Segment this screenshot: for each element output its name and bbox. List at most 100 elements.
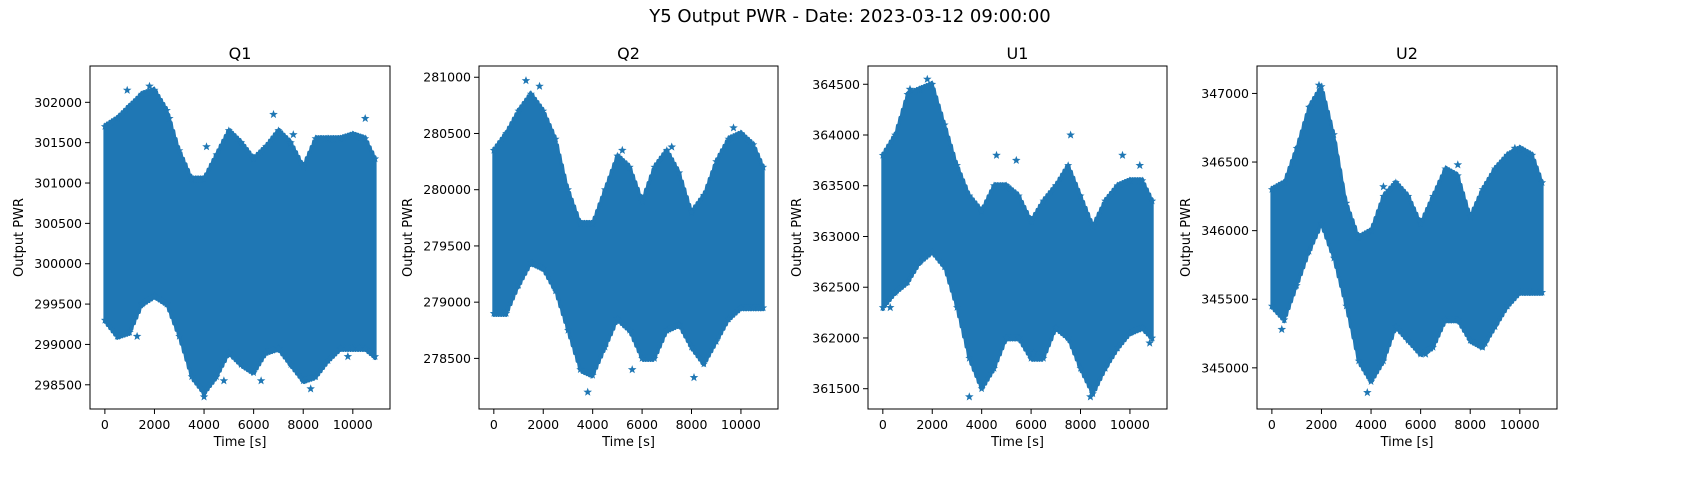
data-point (1342, 301, 1351, 310)
scatter-series (1267, 80, 1547, 397)
x-tick-label: 2000 (139, 417, 171, 432)
y-tick-label: 299500 (34, 297, 82, 312)
x-tick-label: 8000 (1454, 417, 1486, 432)
data-point (1329, 130, 1338, 138)
data-point (1305, 103, 1314, 111)
data-point-outlier (583, 387, 592, 396)
data-point (526, 258, 535, 267)
data-point (1076, 191, 1085, 200)
data-point (953, 161, 961, 169)
data-point (138, 299, 147, 308)
data-point-outlier (145, 81, 154, 90)
y-tick-label: 361500 (812, 381, 860, 396)
data-point (712, 157, 721, 165)
data-point (576, 365, 585, 373)
data-point (759, 303, 768, 312)
data-point-outlier (360, 114, 370, 123)
data-point (1478, 185, 1487, 193)
data-point (675, 320, 684, 329)
data-point (638, 196, 647, 205)
data-point (1027, 217, 1036, 225)
x-tick-label: 0 (1268, 417, 1276, 432)
data-point (1113, 343, 1122, 352)
data-point (1515, 288, 1524, 296)
data-point (100, 122, 109, 130)
data-point-outlier (905, 84, 915, 93)
data-point (539, 264, 548, 272)
data-point (200, 174, 208, 183)
data-point (1125, 176, 1134, 185)
subplot-q2: 0 2000 4000 6000 8000 10000 278500 279000 279500… (401, 44, 779, 450)
data-point-outlier (1135, 160, 1145, 170)
x-tick-label: 10000 (721, 417, 761, 432)
data-point (1088, 222, 1097, 230)
data-point-outlier (1118, 150, 1127, 159)
data-point (1466, 336, 1475, 344)
data-point (361, 344, 370, 352)
data-point (564, 185, 572, 194)
data-point (237, 360, 246, 368)
data-point (977, 206, 986, 215)
data-point (348, 130, 357, 138)
data-point-outlier (965, 392, 974, 401)
data-point-outlier (1421, 349, 1430, 358)
plot-frame (867, 65, 1168, 410)
data-point (324, 134, 332, 142)
data-point (891, 130, 900, 139)
figure-title: Y5 Output PWR - Date: 2023-03-12 09:00:0… (649, 6, 1051, 27)
data-point (613, 314, 622, 323)
data-point (1342, 199, 1351, 207)
data-point (125, 328, 134, 336)
data-point (1101, 196, 1110, 205)
data-point (1138, 176, 1147, 185)
subplot-title: Q1 (229, 44, 252, 63)
y-tick-label: 364500 (812, 77, 860, 92)
subplot-title: Q2 (617, 44, 640, 63)
data-point (371, 352, 380, 360)
data-point (1491, 164, 1499, 173)
y-tick-label: 278500 (423, 351, 471, 366)
data-point-outlier (1363, 388, 1372, 397)
data-point-outlier (1510, 143, 1520, 152)
data-point (990, 364, 998, 372)
data-point (1305, 247, 1314, 255)
data-point (1002, 181, 1011, 190)
data-point-outlier (256, 376, 266, 385)
data-point (1491, 322, 1499, 331)
data-point (551, 286, 560, 295)
data-point (489, 309, 498, 317)
data-point (187, 174, 196, 183)
data-point (1039, 196, 1048, 205)
data-point (576, 219, 585, 227)
y-tick-label: 362500 (812, 280, 860, 295)
data-point (1039, 354, 1048, 362)
data-point (613, 151, 622, 160)
data-point (336, 344, 345, 352)
y-tick-label: 299000 (34, 337, 82, 352)
x-tick-label: 0 (879, 417, 887, 432)
x-tick-label: 8000 (1065, 417, 1097, 432)
data-point (299, 376, 308, 385)
data-point-outlier (122, 85, 132, 94)
y-tick-label: 280500 (423, 126, 471, 141)
x-tick-label: 10000 (333, 417, 373, 432)
data-point (1113, 181, 1122, 190)
data-point (891, 288, 900, 296)
data-point (1088, 389, 1097, 398)
data-point (502, 129, 511, 137)
y-tick-label: 347000 (1201, 86, 1249, 101)
data-point (878, 151, 887, 159)
x-tick-label: 4000 (577, 417, 609, 432)
data-point (1404, 336, 1413, 344)
data-point (502, 309, 511, 317)
data-point (1292, 144, 1301, 152)
y-tick-label: 345500 (1201, 292, 1249, 307)
data-point-outlier (992, 150, 1001, 159)
y-tick-label: 345000 (1201, 360, 1249, 375)
data-point (1148, 196, 1157, 205)
data-point (712, 337, 721, 345)
data-point-outlier (618, 145, 627, 154)
data-point (175, 332, 184, 340)
data-point (940, 120, 949, 129)
scatter-points-band (103, 86, 377, 396)
